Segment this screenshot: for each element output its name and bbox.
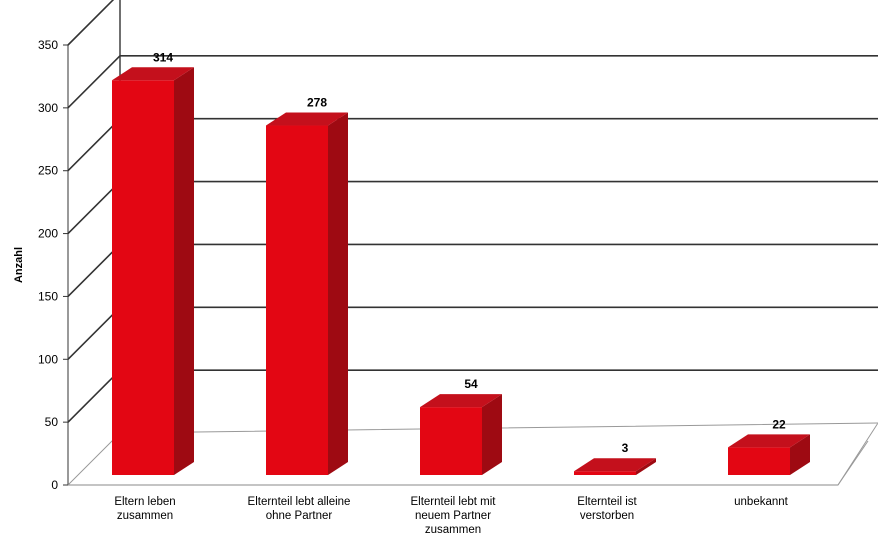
x-tick-label-line: zusammen <box>117 510 173 522</box>
data-label: 54 <box>464 377 478 391</box>
x-tick-label: Elternteil lebt alleine ohne Partner <box>248 496 351 522</box>
gridline-side <box>67 306 121 360</box>
bar-side <box>174 67 194 475</box>
gridline-side <box>67 369 121 423</box>
x-tick-label-line: Elternteil lebt alleine <box>248 496 351 508</box>
data-label: 3 <box>622 441 629 455</box>
y-tick-label: 100 <box>38 352 58 366</box>
y-axis-ticks: 0 50 100 150 200 250 300 350 <box>38 38 58 492</box>
bar-top <box>420 394 502 408</box>
data-label: 314 <box>153 50 173 64</box>
data-labels: 314 278 54 3 22 <box>153 50 786 455</box>
data-label: 278 <box>307 96 327 110</box>
bar-top <box>728 434 810 448</box>
bar-front <box>420 407 482 475</box>
bar-front <box>266 125 328 475</box>
floor-right-edge <box>837 440 869 486</box>
gridline-side <box>67 118 121 172</box>
bars <box>112 67 810 475</box>
bar <box>574 458 656 475</box>
x-tick-label: Elternteil lebt mit neuem Partner zusammen <box>410 496 496 536</box>
bar-front <box>112 80 174 475</box>
x-tick-label-line: ohne Partner <box>266 510 333 522</box>
bar-front <box>574 471 636 475</box>
x-tick-label-line: unbekannt <box>734 496 789 508</box>
gridline-side <box>67 181 121 235</box>
x-tick-label-line: neuem Partner <box>415 510 491 522</box>
x-tick-label-line: verstorben <box>580 510 634 522</box>
x-axis-categories: Eltern leben zusammen Elternteil lebt alle… <box>114 496 788 536</box>
bar <box>728 434 810 475</box>
bar-front <box>728 447 790 475</box>
y-tick-label: 300 <box>38 101 58 115</box>
bar-top <box>266 112 348 126</box>
bar-top <box>112 67 194 81</box>
gridline-side <box>67 243 121 297</box>
bar <box>420 394 502 475</box>
data-label: 22 <box>772 417 786 431</box>
bar <box>266 112 348 475</box>
x-tick-label-line: Elternteil ist <box>577 496 637 508</box>
x-tick-label-line: zusammen <box>425 524 481 536</box>
bar-top <box>574 458 656 472</box>
bar-side <box>636 458 656 475</box>
gridline-side <box>67 55 121 109</box>
x-tick-label: unbekannt <box>734 496 789 508</box>
x-tick-label: Elternteil ist verstorben <box>577 496 637 522</box>
gridline-side <box>67 0 115 46</box>
y-tick-label: 50 <box>45 415 59 429</box>
y-tick-label: 250 <box>38 164 58 178</box>
y-tick-label: 350 <box>38 38 58 52</box>
bar <box>112 67 194 475</box>
y-tick-label: 200 <box>38 227 58 241</box>
bar-side <box>790 434 810 475</box>
x-tick-label-line: Eltern leben <box>114 496 175 508</box>
y-axis-label: Anzahl <box>13 247 25 283</box>
y-tick-label: 0 <box>51 478 58 492</box>
x-tick-label: Eltern leben zusammen <box>114 496 175 522</box>
y-tick-label: 150 <box>38 289 58 303</box>
grid-layer <box>63 0 878 486</box>
bar-side <box>482 394 502 475</box>
bar-side <box>328 112 348 475</box>
x-tick-label-line: Elternteil lebt mit <box>410 496 496 508</box>
